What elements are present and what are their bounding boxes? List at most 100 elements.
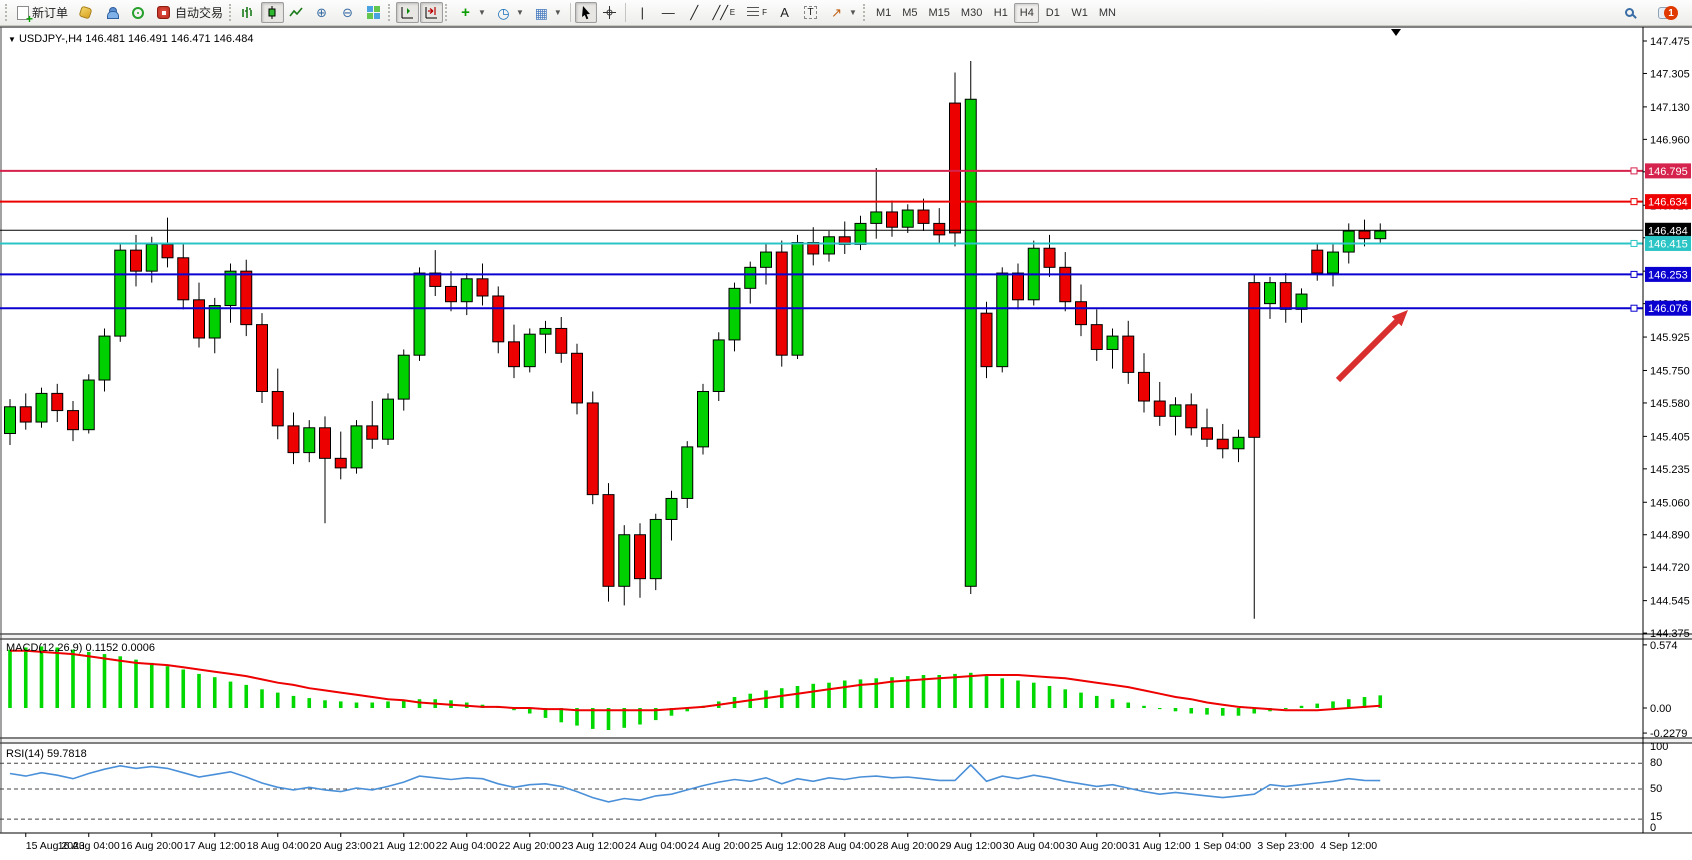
time-tick-label: 1 Sep 04:00	[1194, 840, 1251, 852]
candle-body	[382, 398, 394, 440]
templates-button[interactable]: ▦ ▼	[529, 2, 566, 23]
chart-canvas[interactable]: 147.475147.305147.130146.960146.790146.6…	[0, 26, 1692, 855]
arrows-button[interactable]: ↗ ▼	[824, 2, 861, 23]
autotrade-button[interactable]: 自动交易	[151, 2, 227, 23]
zoom-out-button[interactable]: ⊖	[335, 2, 360, 23]
macd-bar	[1362, 697, 1367, 708]
candle-body	[413, 272, 426, 356]
candle-body	[1012, 272, 1024, 301]
trendline-button[interactable]: ╱	[682, 2, 707, 23]
hline-objects[interactable]	[0, 167, 1643, 312]
market-watch-button[interactable]	[73, 2, 98, 23]
timeframe-m5[interactable]: M5	[902, 6, 918, 19]
timeframe-mn[interactable]: MN	[1098, 6, 1116, 19]
time-tick-label: 15 Aug 2023	[26, 840, 85, 852]
candle-body	[555, 327, 568, 354]
rsi-indicator-label: RSI(14) 59.7818	[6, 748, 87, 760]
search-button[interactable]	[1617, 2, 1642, 23]
timeframe-w1[interactable]: W1	[1071, 6, 1088, 19]
horizontal-line-button[interactable]: —	[656, 2, 681, 23]
shift-chart-button[interactable]	[420, 2, 444, 23]
fibonacci-icon	[746, 7, 759, 18]
hline-handle[interactable]	[1630, 304, 1638, 312]
macd-bar	[86, 651, 91, 708]
shift-chart-icon	[425, 7, 438, 19]
candle-body	[949, 102, 961, 234]
price-tick-label: 145.405	[1650, 431, 1690, 443]
notifications-button[interactable]: 1	[1648, 2, 1682, 23]
price-tick-label: 147.130	[1650, 102, 1690, 114]
macd-bar	[984, 676, 989, 708]
candle-body	[1232, 436, 1245, 450]
timeframe-m15[interactable]: M15	[928, 6, 950, 19]
macd-bar	[1331, 701, 1335, 708]
timeframe-m1[interactable]: M1	[875, 6, 892, 19]
macd-signal-line	[10, 649, 1381, 712]
new-order-button[interactable]: 新订单	[13, 2, 72, 25]
person-icon	[106, 6, 119, 19]
macd-bar	[370, 702, 375, 708]
macd-bar	[1252, 708, 1257, 714]
template-icon: ▦	[534, 4, 548, 21]
candlestick-chart-button[interactable]	[261, 2, 285, 23]
macd-bar	[937, 675, 942, 708]
rsi-line	[9, 763, 1381, 803]
line-chart-button[interactable]	[285, 2, 308, 23]
periods-button[interactable]: ◷ ▼	[491, 2, 528, 23]
hline-handle[interactable]	[1630, 167, 1638, 175]
candle-body	[823, 236, 835, 255]
macd-bar	[1142, 705, 1146, 708]
toolbar-grip[interactable]	[388, 4, 392, 21]
candle-body	[1311, 249, 1324, 274]
candle-body	[1201, 427, 1213, 440]
macd-bar	[354, 702, 359, 708]
tile-windows-button[interactable]	[361, 2, 386, 23]
macd-bar	[197, 673, 201, 708]
candle-body	[712, 339, 725, 392]
timeframe-d1[interactable]: D1	[1045, 6, 1060, 19]
zoom-out-icon: ⊖	[342, 5, 353, 20]
candle-body	[1279, 282, 1292, 310]
toolbar-grip[interactable]	[445, 4, 449, 21]
signals-button[interactable]	[125, 2, 150, 23]
fibonacci-button[interactable]: F	[740, 2, 771, 23]
chart-shift-marker[interactable]	[1391, 29, 1401, 36]
timeframe-h4[interactable]: H4	[1014, 2, 1040, 23]
arrow-object[interactable]	[1335, 310, 1408, 383]
candle-body	[1248, 282, 1261, 438]
timeframe-m30[interactable]: M30	[960, 6, 983, 19]
price-axis[interactable]: 147.475147.305147.130146.960146.790146.6…	[1642, 27, 1691, 833]
zoom-in-button[interactable]: ⊕	[309, 2, 334, 23]
hline-handle[interactable]	[1630, 270, 1638, 278]
hline-handle[interactable]	[1630, 198, 1638, 206]
macd-bar	[764, 690, 768, 708]
candle-body	[1216, 438, 1229, 450]
time-tick-label: 3 Sep 23:00	[1257, 840, 1314, 852]
symbol-dropdown-icon[interactable]: ▼	[8, 35, 16, 44]
indicators-button[interactable]: + ▼	[453, 2, 490, 23]
time-tick-label: 16 Aug 20:00	[121, 840, 183, 852]
bar-chart-button[interactable]	[237, 2, 260, 23]
hline-handle[interactable]	[1630, 239, 1638, 247]
candle-body	[334, 457, 347, 469]
crosshair-button[interactable]	[598, 2, 621, 23]
cursor-button[interactable]	[574, 2, 597, 23]
timeframe-h1[interactable]: H1	[993, 6, 1008, 19]
candle-body	[445, 285, 457, 303]
toolbar-grip[interactable]	[5, 4, 9, 21]
toolbar-grip[interactable]	[862, 4, 867, 21]
profiles-button[interactable]	[99, 2, 124, 23]
time-tick-label: 21 Aug 12:00	[373, 840, 435, 852]
text-button[interactable]: A	[772, 2, 797, 23]
auto-scroll-button[interactable]	[396, 2, 420, 23]
toolbar-grip[interactable]	[229, 4, 233, 21]
candle-body	[492, 295, 505, 343]
macd-bar	[1173, 708, 1178, 712]
channel-button[interactable]: ╱╱ E	[712, 5, 736, 20]
time-tick-label: 4 Sep 12:00	[1320, 840, 1377, 852]
macd-bar	[1205, 708, 1209, 715]
chart-window: 147.475147.305147.130146.960146.790146.6…	[0, 26, 1692, 855]
vertical-line-button[interactable]: |	[630, 2, 655, 23]
text-label-button[interactable]: T	[798, 2, 823, 23]
